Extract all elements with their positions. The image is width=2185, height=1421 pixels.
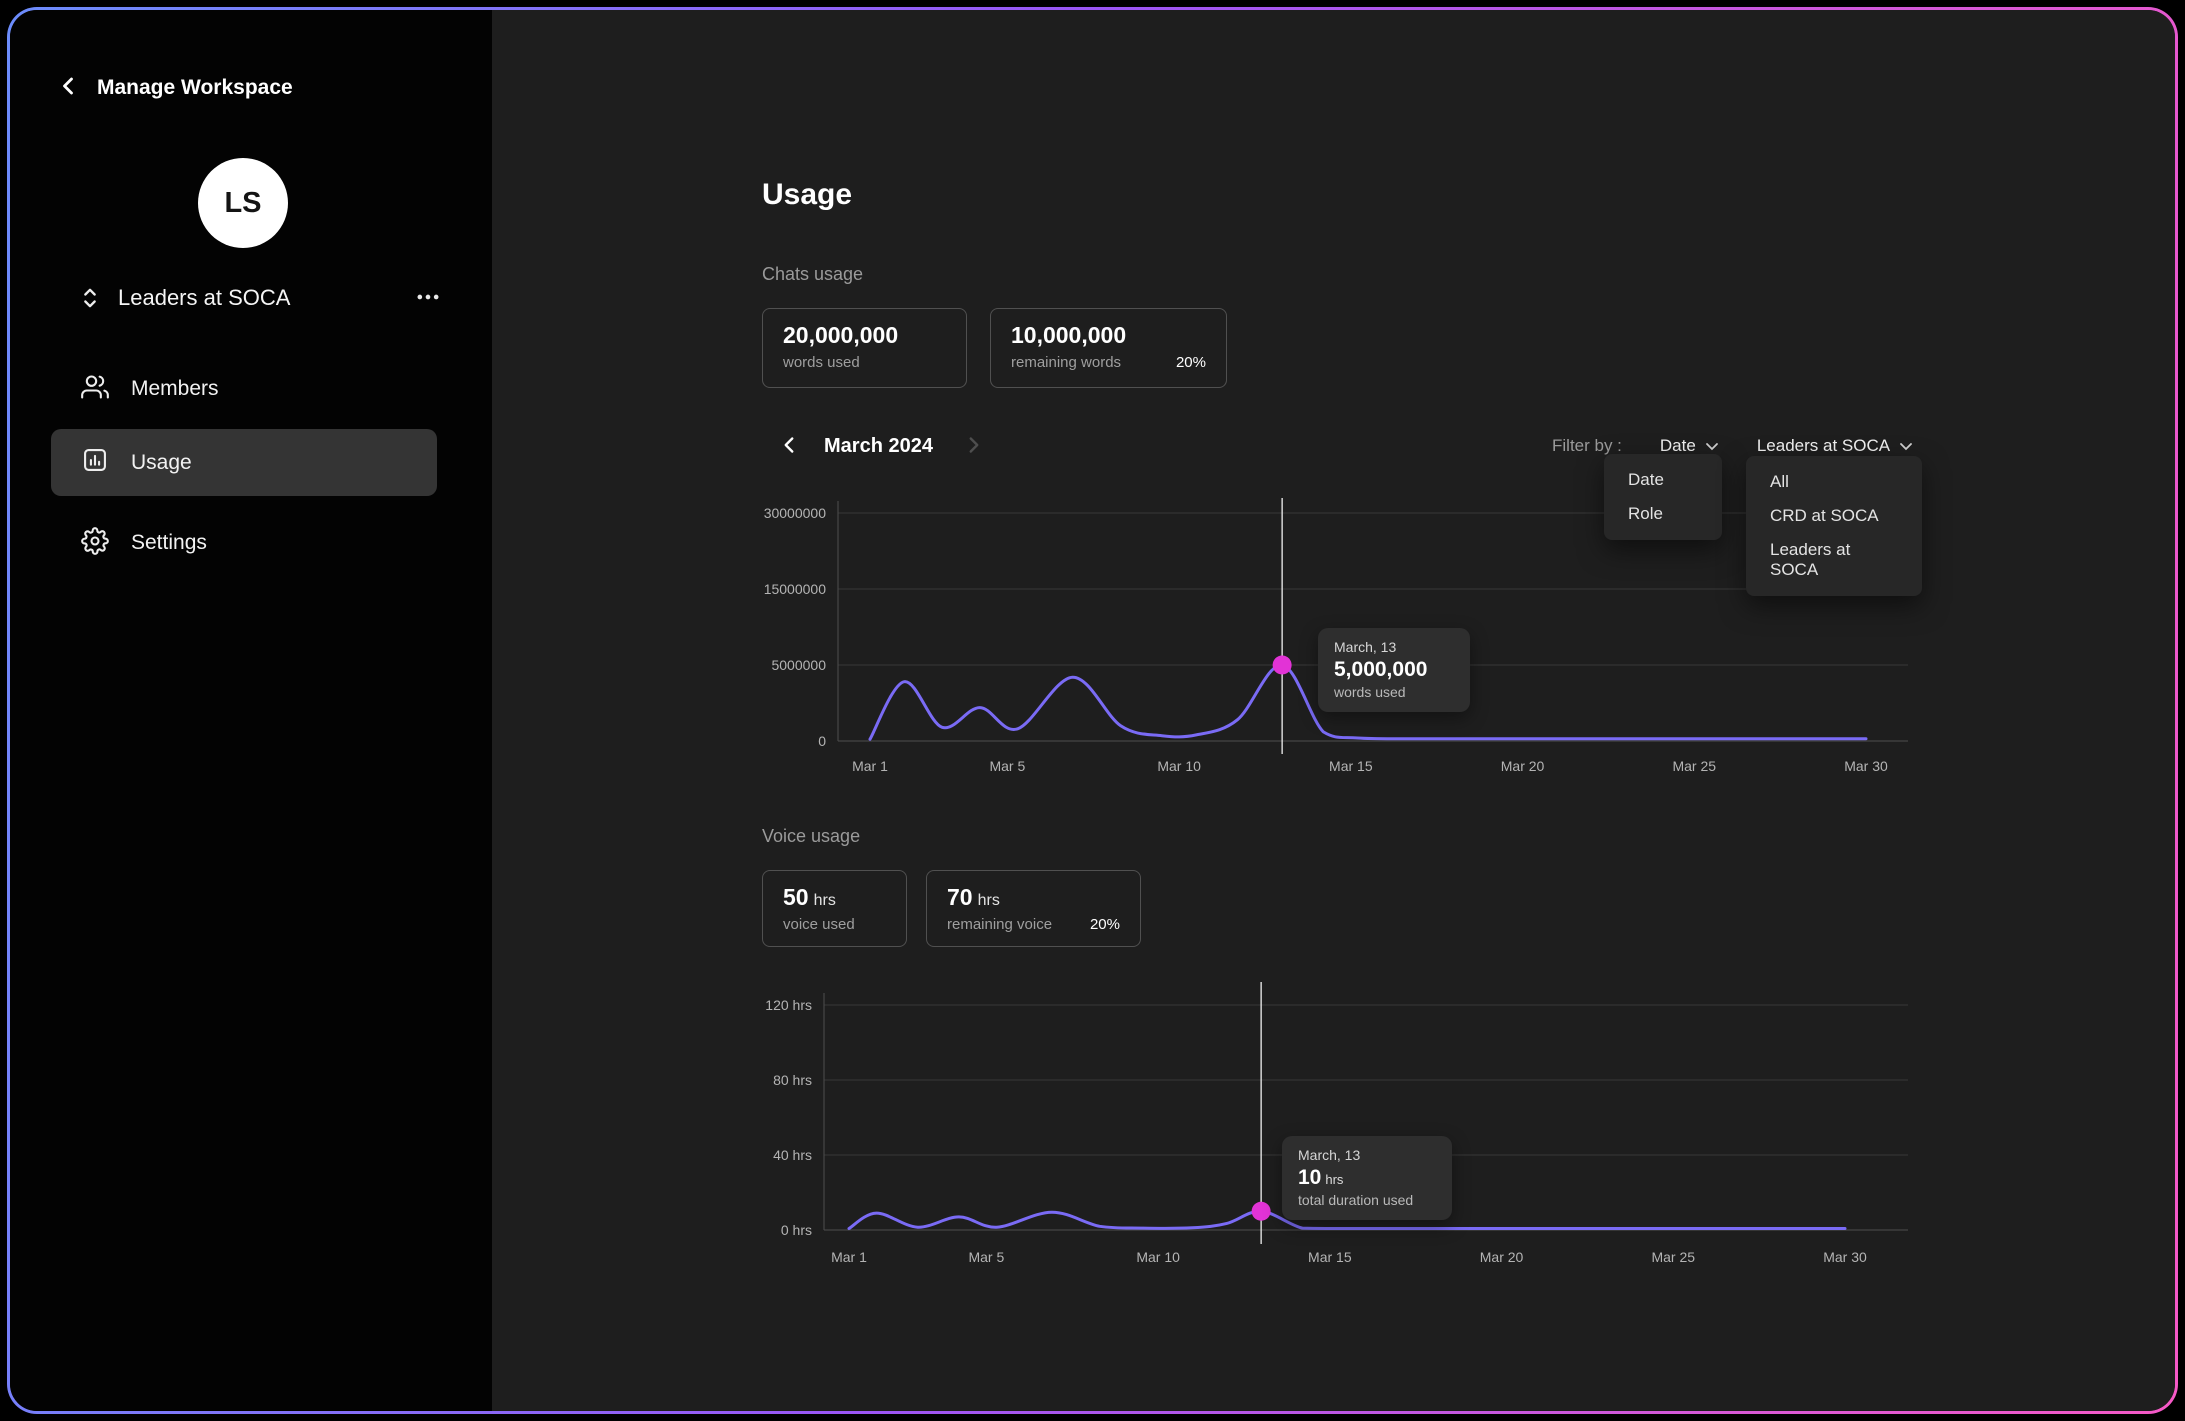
voice-usage-section-label: Voice usage [762,826,861,846]
remaining-voice-label: remaining voice [947,916,1053,933]
svg-text:Mar 1: Mar 1 [852,758,888,774]
voice-used-label: voice used [783,916,855,933]
remaining-words-card: 10,000,000 remaining words 20% [990,308,1227,388]
app-frame: Manage Workspace LS Leaders at SOCA [10,10,2175,1411]
main-content: Usage Chats usage 20,000,000 words used … [492,10,2175,1411]
month-label: March 2024 [824,434,933,457]
svg-text:0: 0 [818,733,826,749]
svg-text:Mar 25: Mar 25 [1672,758,1716,774]
bar-chart-icon [81,446,109,479]
filter-date-select[interactable]: Date [1660,436,1719,456]
voice-chart-tooltip: March, 13 10 hrs total duration used [1282,1136,1452,1220]
svg-text:Mar 30: Mar 30 [1823,1249,1867,1265]
svg-text:15000000: 15000000 [764,581,827,597]
remaining-voice-percent: 20% [1089,916,1120,933]
svg-text:5000000: 5000000 [771,657,826,673]
menu-item-leaders-at-soca[interactable]: Leaders at SOCA [1770,540,1851,579]
sidebar-item-settings[interactable]: Settings [51,511,437,575]
svg-text:Mar 30: Mar 30 [1844,758,1888,774]
back-button[interactable] [54,72,82,103]
workspace-selector[interactable]: Leaders at SOCA [76,276,442,320]
ellipsis-icon [414,283,442,314]
users-icon [81,373,109,406]
menu-item-crd-at-soca[interactable]: CRD at SOCA [1770,506,1879,525]
avatar-initials: LS [224,186,262,219]
sidebar: Manage Workspace LS Leaders at SOCA [10,10,492,1411]
gear-icon [81,526,109,560]
chevrons-up-down-icon[interactable] [76,284,104,312]
filter-date-value: Date [1659,436,1696,455]
remaining-words-value: 10,000,000 [1011,322,1127,348]
workspace-more-button[interactable] [414,283,442,314]
remaining-words-percent: 20% [1175,354,1206,371]
tooltip-value: 5,000,000 [1334,658,1428,681]
sidebar-item-label: Usage [131,450,192,474]
prev-month-button[interactable] [776,432,802,461]
svg-text:0 hrs: 0 hrs [781,1222,812,1238]
svg-text:Mar 10: Mar 10 [1157,758,1201,774]
words-used-card: 20,000,000 words used [762,308,967,388]
svg-text:Mar 20: Mar 20 [1480,1249,1524,1265]
filter-role-menu: All CRD at SOCA Leaders at SOCA [1746,456,1922,596]
filter-bar: Filter by : Date Leaders at SOCA [1552,428,1913,464]
svg-text:Mar 15: Mar 15 [1329,758,1373,774]
svg-text:30000000: 30000000 [764,505,827,521]
main-title: Usage [762,178,853,211]
tooltip-label: total duration used [1298,1192,1414,1208]
month-navigation: March 2024 [776,424,987,468]
svg-text:Mar 10: Mar 10 [1136,1249,1180,1265]
remaining-voice-card: 70 hrs remaining voice 20% [926,870,1141,947]
chats-usage-chart[interactable]: 0 5000000 15000000 30000000 Mar 1 Mar 5 Mar 10… [752,490,1932,790]
chats-usage-section-label: Chats usage [762,264,864,284]
workspace-name: Leaders at SOCA [118,285,291,310]
svg-text:Mar 5: Mar 5 [989,758,1025,774]
workspace-avatar: LS [198,158,288,248]
tooltip-value: 10 hrs [1298,1166,1344,1189]
sidebar-header: Manage Workspace [54,72,293,103]
page-title: Manage Workspace [97,75,293,99]
words-used-label: words used [783,354,860,371]
chevron-left-icon [54,72,82,103]
filter-role-select[interactable]: Leaders at SOCA [1757,436,1913,456]
filter-by-label: Filter by : [1552,436,1622,455]
svg-text:Mar 15: Mar 15 [1308,1249,1352,1265]
svg-text:80 hrs: 80 hrs [773,1072,812,1088]
chevron-left-icon [776,432,802,461]
sidebar-item-label: Settings [131,531,207,554]
chevron-right-icon [961,432,987,461]
svg-text:120 hrs: 120 hrs [765,997,812,1013]
tooltip-date: March, 13 [1334,639,1397,655]
sidebar-item-members[interactable]: Members [51,357,437,421]
svg-text:Mar 5: Mar 5 [968,1249,1004,1265]
filter-date-menu: Date Role [1604,454,1722,540]
filter-role-value: Leaders at SOCA [1756,436,1891,455]
svg-text:Mar 1: Mar 1 [831,1249,867,1265]
tooltip-label: words used [1334,684,1406,700]
chevron-down-icon [1705,436,1719,456]
chevron-down-icon [1899,436,1913,456]
chats-chart-tooltip: March, 13 5,000,000 words used [1318,628,1470,712]
tooltip-date: March, 13 [1298,1147,1361,1163]
svg-text:Mar 20: Mar 20 [1501,758,1545,774]
svg-text:40 hrs: 40 hrs [773,1147,812,1163]
remaining-words-label: remaining words [1011,354,1122,371]
menu-item-role[interactable]: Role [1628,504,1663,523]
menu-item-date[interactable]: Date [1628,470,1664,489]
next-month-button[interactable] [961,432,987,461]
voice-used-card: 50 hrs voice used [762,870,907,947]
svg-text:Mar 25: Mar 25 [1651,1249,1695,1265]
sidebar-item-usage[interactable]: Usage [51,429,437,496]
voice-usage-chart[interactable]: 0 hrs 40 hrs 80 hrs 120 hrs Mar 1 Mar 5 Mar 10… [747,970,1927,1290]
sidebar-item-label: Members [131,377,219,400]
voice-used-value: 50 hrs [783,884,836,910]
app-window: Manage Workspace LS Leaders at SOCA [7,7,2178,1414]
words-used-value: 20,000,000 [783,322,899,348]
menu-item-all[interactable]: All [1770,472,1789,491]
remaining-voice-value: 70 hrs [947,884,1000,910]
